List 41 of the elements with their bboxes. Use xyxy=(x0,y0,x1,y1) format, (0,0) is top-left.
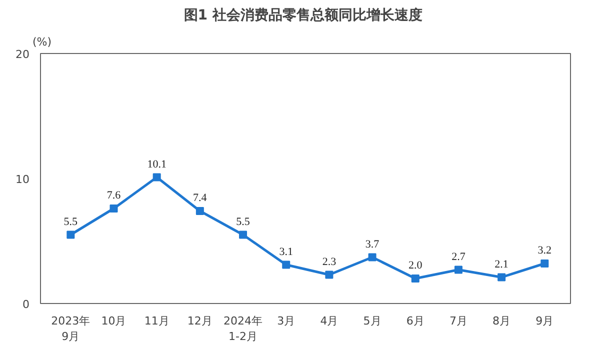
y-tick-label: 10 xyxy=(16,173,30,186)
data-label: 3.7 xyxy=(365,238,380,250)
point xyxy=(196,207,204,215)
y-axis-title: (%) xyxy=(32,36,52,48)
x-tick-label: 7月 xyxy=(449,314,468,328)
data-label: 2.1 xyxy=(494,258,508,270)
point xyxy=(498,273,506,282)
x-tick-label: 3月 xyxy=(277,314,296,328)
point xyxy=(239,230,248,239)
data-label: 3.2 xyxy=(538,244,552,256)
y-tick-label: 0 xyxy=(22,298,30,311)
data-label: 5.5 xyxy=(64,216,78,228)
point xyxy=(454,266,462,274)
x-tick-label: 11月 xyxy=(144,314,170,328)
point xyxy=(152,173,161,182)
data-label: 5.5 xyxy=(236,216,250,228)
chart-title: 图1 社会消费品零售总额同比增长速度 xyxy=(184,6,422,24)
data-label: 7.6 xyxy=(106,190,122,202)
x-tick-label: 8月 xyxy=(492,314,511,328)
x-tick-label: 2024年 1-2月 xyxy=(224,314,263,344)
x-tick-label: 4月 xyxy=(320,314,338,328)
data-label: 7.4 xyxy=(193,192,208,204)
data-label: 10.1 xyxy=(147,158,166,170)
point xyxy=(66,230,75,239)
y-tick-label: 20 xyxy=(16,48,30,61)
x-tick-label: 2023年 9月 xyxy=(51,314,90,344)
x-tick-label: 9月 xyxy=(536,314,554,328)
point xyxy=(325,270,334,279)
x-tick-label: 12月 xyxy=(187,314,212,328)
data-label: 3.1 xyxy=(279,246,293,258)
x-tick-label: 5月 xyxy=(363,314,382,328)
point xyxy=(282,260,290,269)
data-label: 2.3 xyxy=(322,256,337,268)
point xyxy=(368,253,376,262)
point xyxy=(110,204,118,212)
data-label: 2.7 xyxy=(452,250,466,263)
data-label: 2.0 xyxy=(408,260,423,272)
point xyxy=(540,260,549,268)
x-tick-label: 10月 xyxy=(101,314,126,328)
point xyxy=(411,274,420,282)
x-tick-label: 6月 xyxy=(406,314,424,328)
